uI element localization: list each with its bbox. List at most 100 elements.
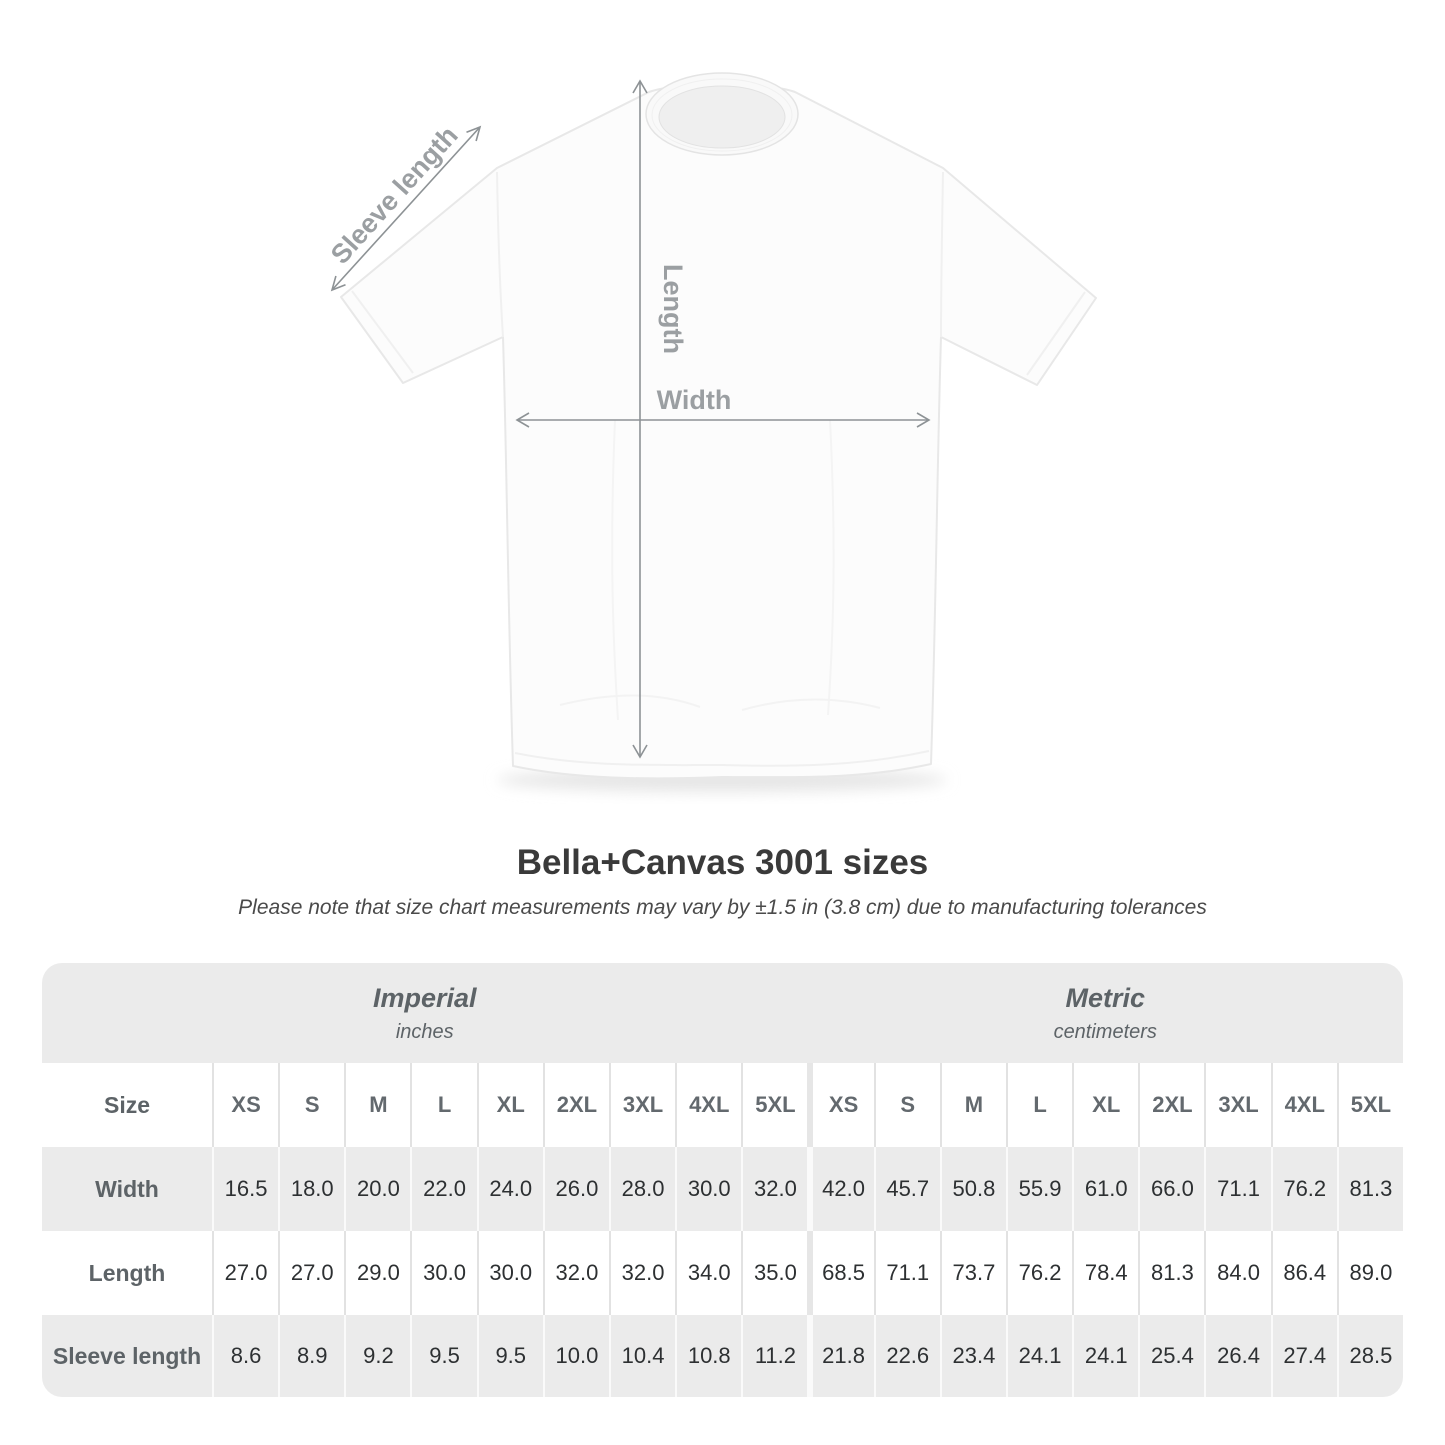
- header-cell: 5XL: [1336, 1063, 1403, 1147]
- header-cell: M: [939, 1063, 1006, 1147]
- value-cell: 81.3: [1336, 1147, 1403, 1231]
- value-cell: 71.1: [873, 1231, 940, 1315]
- value-cell: 73.7: [939, 1231, 1006, 1315]
- value-cell: 35.0: [741, 1231, 807, 1315]
- sleeve-length-row: Sleeve length 8.6 8.9 9.2 9.5 9.5 10.0 1…: [42, 1315, 1403, 1397]
- metric-group-unit: centimeters: [1053, 1020, 1157, 1043]
- value-cell: 42.0: [807, 1147, 873, 1231]
- value-cell: 24.1: [1005, 1315, 1072, 1397]
- value-cell: 78.4: [1072, 1231, 1138, 1315]
- value-cell: 30.0: [410, 1231, 476, 1315]
- value-cell: 71.1: [1204, 1147, 1270, 1231]
- value-cell: 21.8: [807, 1315, 873, 1397]
- value-cell: 25.4: [1138, 1315, 1204, 1397]
- value-cell: 23.4: [939, 1315, 1006, 1397]
- imperial-group-unit: inches: [395, 1020, 454, 1043]
- value-cell: 8.9: [278, 1315, 344, 1397]
- value-cell: 28.0: [608, 1147, 675, 1231]
- value-cell: 9.2: [344, 1315, 410, 1397]
- value-cell: 45.7: [873, 1147, 940, 1231]
- header-cell: 3XL: [1204, 1063, 1270, 1147]
- value-cell: 26.4: [1204, 1315, 1270, 1397]
- header-cell: 4XL: [675, 1063, 741, 1147]
- value-cell: 8.6: [212, 1315, 278, 1397]
- value-cell: 32.0: [542, 1231, 609, 1315]
- header-cell: L: [410, 1063, 476, 1147]
- width-row: Width 16.5 18.0 20.0 22.0 24.0 26.0 28.0…: [42, 1147, 1403, 1231]
- value-cell: 84.0: [1204, 1231, 1270, 1315]
- header-cell: XS: [807, 1063, 873, 1147]
- tshirt-outline: [340, 83, 1097, 780]
- value-cell: 27.0: [212, 1231, 278, 1315]
- value-cell: 22.0: [410, 1147, 476, 1231]
- header-cell: L: [1005, 1063, 1072, 1147]
- value-cell: 89.0: [1336, 1231, 1403, 1315]
- header-cell: XL: [1072, 1063, 1138, 1147]
- value-cell: 55.9: [1005, 1147, 1072, 1231]
- value-cell: 28.5: [1336, 1315, 1403, 1397]
- value-cell: 32.0: [741, 1147, 807, 1231]
- value-cell: 30.0: [675, 1147, 741, 1231]
- value-cell: 20.0: [344, 1147, 410, 1231]
- header-cell: XL: [476, 1063, 543, 1147]
- size-chart-table: Imperial inches Metric centimeters Size …: [42, 963, 1403, 1397]
- unit-group-header-row: Imperial inches Metric centimeters: [42, 963, 1403, 1063]
- size-header-row: Size XS S M L XL 2XL 3XL 4XL 5XL XS S M …: [42, 1063, 1403, 1147]
- value-cell: 24.1: [1072, 1315, 1138, 1397]
- value-cell: 86.4: [1270, 1231, 1337, 1315]
- metric-group-header: Metric centimeters: [808, 963, 1404, 1063]
- value-cell: 68.5: [807, 1231, 873, 1315]
- value-cell: 18.0: [278, 1147, 344, 1231]
- heading: Bella+Canvas 3001 sizes Please note that…: [0, 843, 1445, 919]
- value-cell: 29.0: [344, 1231, 410, 1315]
- value-cell: 9.5: [410, 1315, 476, 1397]
- header-cell: 3XL: [608, 1063, 675, 1147]
- header-cell: 2XL: [542, 1063, 609, 1147]
- value-cell: 9.5: [476, 1315, 543, 1397]
- metric-group-title: Metric: [1065, 982, 1146, 1013]
- width-arrow: [515, 412, 931, 428]
- value-cell: 16.5: [212, 1147, 278, 1231]
- value-cell: 66.0: [1138, 1147, 1204, 1231]
- value-cell: 27.0: [278, 1231, 344, 1315]
- header-cell: 4XL: [1270, 1063, 1337, 1147]
- value-cell: 10.4: [608, 1315, 675, 1397]
- tolerance-note: Please note that size chart measurements…: [238, 895, 1207, 919]
- value-cell: 11.2: [741, 1315, 807, 1397]
- header-cell: 5XL: [741, 1063, 807, 1147]
- row-label: Sleeve length: [52, 1342, 202, 1369]
- header-cell: 2XL: [1138, 1063, 1204, 1147]
- collar: [645, 72, 799, 156]
- value-cell: 81.3: [1138, 1231, 1204, 1315]
- value-cell: 50.8: [939, 1147, 1006, 1231]
- header-cell: S: [873, 1063, 940, 1147]
- page-title: Bella+Canvas 3001 sizes: [516, 843, 929, 882]
- value-cell: 32.0: [608, 1231, 675, 1315]
- value-cell: 24.0: [476, 1147, 543, 1231]
- tshirt-image: Sleeve length Length Width: [325, 72, 1097, 792]
- value-cell: 10.8: [675, 1315, 741, 1397]
- length-row: Length 27.0 27.0 29.0 30.0 30.0 32.0 32.…: [42, 1231, 1403, 1315]
- value-cell: 26.0: [542, 1147, 609, 1231]
- value-cell: 27.4: [1270, 1315, 1337, 1397]
- sleeve-length-arrow: [330, 125, 482, 292]
- header-cell: S: [278, 1063, 344, 1147]
- length-label: Length: [658, 264, 688, 354]
- value-cell: 76.2: [1005, 1231, 1072, 1315]
- row-label: Length: [88, 1259, 166, 1286]
- header-cell: M: [344, 1063, 410, 1147]
- length-arrow: [632, 79, 648, 759]
- width-label: Width: [657, 385, 732, 415]
- imperial-group-header: Imperial inches: [42, 963, 808, 1063]
- row-label: Width: [95, 1175, 159, 1202]
- value-cell: 30.0: [476, 1231, 543, 1315]
- value-cell: 61.0: [1072, 1147, 1138, 1231]
- tshirt-measurement-diagram: Sleeve length Length Width: [325, 72, 1097, 792]
- imperial-group-title: Imperial: [372, 982, 477, 1013]
- size-column-header: Size: [103, 1091, 151, 1118]
- value-cell: 34.0: [675, 1231, 741, 1315]
- value-cell: 22.6: [873, 1315, 940, 1397]
- value-cell: 76.2: [1270, 1147, 1337, 1231]
- header-cell: XS: [212, 1063, 278, 1147]
